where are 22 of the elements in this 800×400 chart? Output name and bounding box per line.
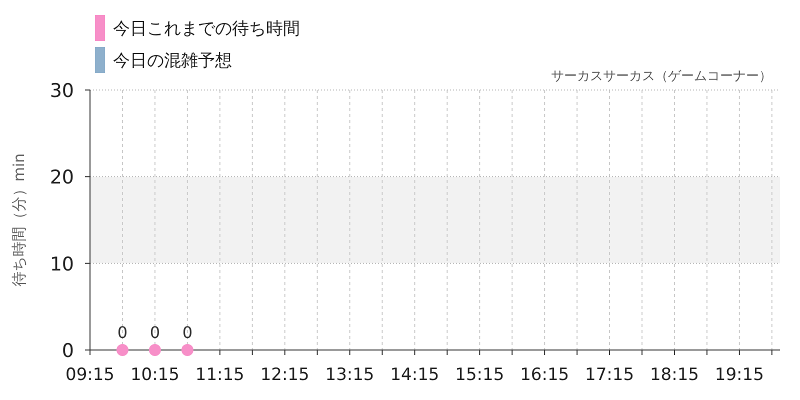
chart-title: サーカスサーカス（ゲームコーナー）: [551, 69, 772, 84]
x-tick-label: 14:15: [390, 365, 440, 385]
data-label: 0: [150, 323, 160, 342]
data-label: 0: [182, 323, 193, 342]
y-tick-label: 10: [50, 253, 74, 276]
x-tick-label: 15:15: [455, 365, 504, 385]
x-tick-label: 19:15: [714, 365, 764, 385]
data-label: 0: [117, 323, 128, 342]
x-tick-label: 12:15: [260, 365, 310, 385]
x-tick-label: 10:15: [130, 365, 180, 385]
y-tick-label: 0: [62, 340, 74, 362]
x-tick-label: 11:15: [195, 365, 244, 385]
y-axis-title: 待ち時間（分）min: [10, 153, 28, 287]
x-tick-label: 09:15: [66, 365, 114, 385]
y-tick-label: 20: [50, 166, 74, 189]
legend-label: 今日の混雑予想: [113, 51, 232, 71]
legend-label: 今日これまでの待ち時間: [113, 19, 300, 39]
x-tick-label: 18:15: [650, 365, 699, 385]
x-tick-label: 13:15: [325, 365, 374, 385]
x-tick-label: 17:15: [585, 365, 634, 385]
x-tick-label: 16:15: [520, 365, 570, 385]
y-tick-label: 30: [50, 80, 74, 102]
